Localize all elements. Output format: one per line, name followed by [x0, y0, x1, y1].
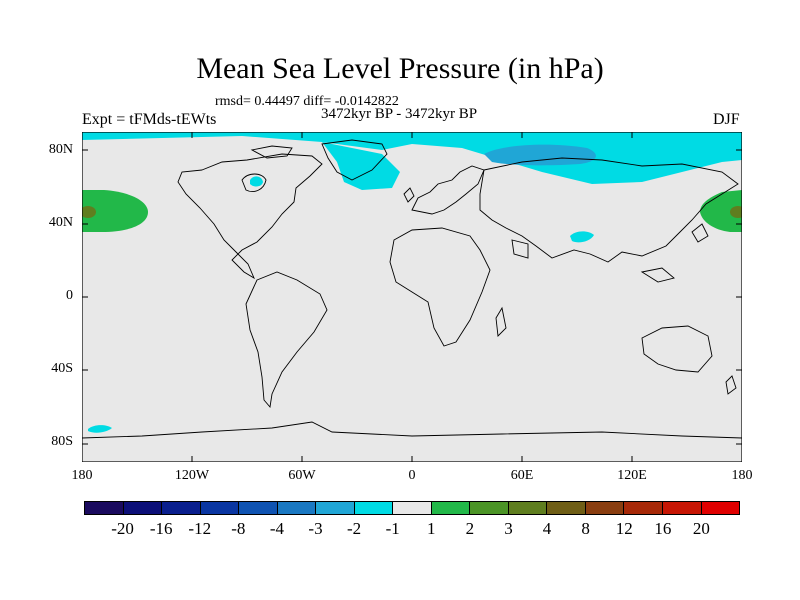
colorbar-label: 3 [504, 519, 513, 538]
lat-label-40s: 40S [51, 361, 73, 376]
colorbar-label: -8 [231, 519, 246, 538]
lon-label-120e: 120E [617, 468, 647, 483]
world-map [82, 132, 742, 462]
colorbar-swatch-13 [585, 502, 625, 514]
colorbar [84, 501, 740, 515]
lon-label-180-east: 180 [731, 468, 753, 483]
south-pacific-low-patch [88, 425, 112, 433]
lat-label-80n: 80N [48, 142, 73, 157]
colorbar-label: 2 [465, 519, 475, 538]
colorbar-label: 12 [615, 519, 633, 538]
colorbar-swatch-16 [701, 502, 740, 514]
colorbar-label: 8 [581, 519, 590, 538]
colorbar-swatch-15 [662, 502, 702, 514]
lat-label-0: 0 [66, 288, 73, 303]
colorbar-swatch-9 [431, 502, 471, 514]
lon-label-60e: 60E [510, 468, 534, 483]
colorbar-label: -3 [308, 519, 323, 538]
colorbar-label: -1 [385, 519, 400, 538]
season-label: DJF [713, 111, 740, 128]
time-period-label: 3472kyr BP - 3472kyr BP [321, 106, 478, 122]
arctic-low-region [82, 132, 742, 184]
axis-ticks [82, 132, 742, 462]
colorbar-swatch-8 [393, 502, 432, 514]
colorbar-swatch-2 [162, 502, 201, 514]
north-atlantic-low-lobe [322, 142, 400, 190]
north-pacific-high-east [700, 190, 742, 232]
colorbar-swatch-0 [85, 502, 124, 514]
north-pacific-high-west [82, 190, 148, 232]
colorbar-label: 4 [542, 519, 552, 538]
colorbar-label: -16 [149, 519, 173, 538]
lat-label-80s: 80S [51, 434, 73, 449]
neutral-anomaly-background [82, 132, 742, 462]
rmsd-diff-stats: rmsd= 0.44497 diff= -0.0142822 [215, 94, 399, 109]
hudson-bay-low-patch [250, 176, 263, 187]
siberian-deep-low [484, 144, 596, 166]
north-pacific-core-west [82, 206, 96, 218]
colorbar-label: -4 [269, 519, 285, 538]
colorbar-swatch-7 [354, 502, 394, 514]
colorbar-swatch-1 [123, 502, 163, 514]
lon-label-0: 0 [408, 468, 416, 483]
lon-label-120w: 120W [174, 468, 210, 483]
north-pacific-core-east [730, 206, 742, 218]
colorbar-label: -12 [188, 519, 212, 538]
colorbar-label: 20 [692, 519, 710, 538]
colorbar-label: 16 [654, 519, 672, 538]
coastlines [82, 139, 742, 439]
colorbar-swatch-6 [316, 502, 355, 514]
lon-label-60w: 60W [288, 468, 316, 483]
map-title: Mean Sea Level Pressure (in hPa) [196, 52, 604, 85]
colorbar-swatch-11 [508, 502, 548, 514]
tibet-low-patch [570, 231, 594, 243]
colorbar-swatch-12 [547, 502, 586, 514]
colorbar-label: -20 [111, 519, 134, 538]
experiment-label: Expt = tFMds-tEWts [82, 111, 217, 128]
colorbar-swatch-3 [200, 502, 240, 514]
colorbar-label: -2 [347, 519, 362, 538]
colorbar-swatch-10 [470, 502, 509, 514]
lat-label-40n: 40N [48, 215, 73, 230]
lon-label-180-west: 180 [71, 468, 93, 483]
colorbar-swatch-4 [239, 502, 278, 514]
colorbar-label: 1 [427, 519, 436, 538]
colorbar-swatch-5 [277, 502, 317, 514]
colorbar-swatch-14 [624, 502, 663, 514]
